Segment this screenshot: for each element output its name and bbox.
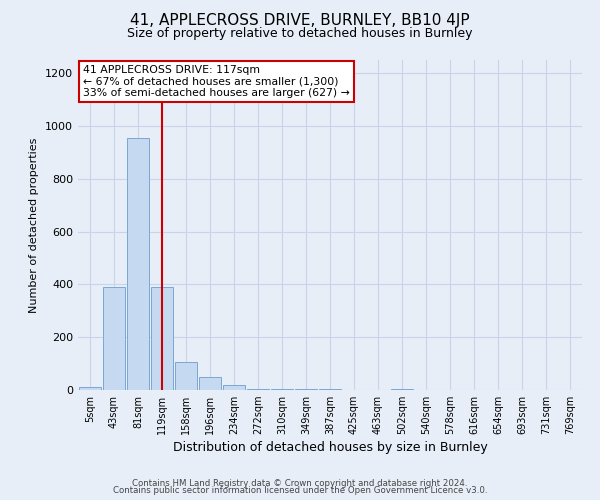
X-axis label: Distribution of detached houses by size in Burnley: Distribution of detached houses by size … <box>173 442 487 454</box>
Text: Contains HM Land Registry data © Crown copyright and database right 2024.: Contains HM Land Registry data © Crown c… <box>132 478 468 488</box>
Bar <box>295 388 317 390</box>
Bar <box>127 138 149 390</box>
Bar <box>175 362 197 390</box>
Bar <box>271 388 293 390</box>
Text: Contains public sector information licensed under the Open Government Licence v3: Contains public sector information licen… <box>113 486 487 495</box>
Text: 41 APPLECROSS DRIVE: 117sqm
← 67% of detached houses are smaller (1,300)
33% of : 41 APPLECROSS DRIVE: 117sqm ← 67% of det… <box>83 65 350 98</box>
Bar <box>223 384 245 390</box>
Bar <box>151 287 173 390</box>
Text: 41, APPLECROSS DRIVE, BURNLEY, BB10 4JP: 41, APPLECROSS DRIVE, BURNLEY, BB10 4JP <box>130 12 470 28</box>
Y-axis label: Number of detached properties: Number of detached properties <box>29 138 40 312</box>
Bar <box>319 388 341 390</box>
Bar <box>103 287 125 390</box>
Text: Size of property relative to detached houses in Burnley: Size of property relative to detached ho… <box>127 28 473 40</box>
Bar <box>247 388 269 390</box>
Bar <box>199 377 221 390</box>
Bar <box>79 388 101 390</box>
Bar <box>391 388 413 390</box>
